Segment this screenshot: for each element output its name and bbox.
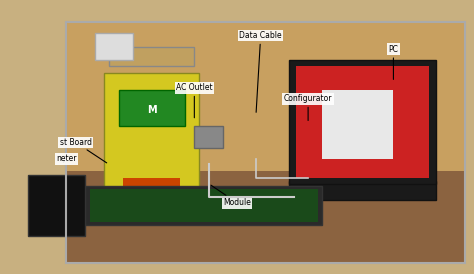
FancyBboxPatch shape xyxy=(289,60,436,184)
FancyBboxPatch shape xyxy=(194,126,223,148)
FancyBboxPatch shape xyxy=(109,47,194,66)
Text: PC: PC xyxy=(389,45,398,79)
FancyBboxPatch shape xyxy=(104,73,199,206)
FancyBboxPatch shape xyxy=(123,178,180,206)
FancyBboxPatch shape xyxy=(118,90,185,126)
Text: Data Cable: Data Cable xyxy=(239,31,282,112)
FancyBboxPatch shape xyxy=(289,181,436,200)
FancyBboxPatch shape xyxy=(66,22,465,263)
FancyBboxPatch shape xyxy=(296,66,429,178)
Text: st Board: st Board xyxy=(60,138,107,163)
FancyBboxPatch shape xyxy=(90,189,318,222)
Text: neter: neter xyxy=(56,155,77,163)
FancyBboxPatch shape xyxy=(95,33,133,60)
Text: M: M xyxy=(147,105,156,115)
FancyBboxPatch shape xyxy=(322,90,393,159)
Text: Configurator: Configurator xyxy=(284,94,332,121)
Text: AC Outlet: AC Outlet xyxy=(176,83,213,118)
FancyBboxPatch shape xyxy=(66,172,465,263)
Text: Module: Module xyxy=(211,185,251,207)
FancyBboxPatch shape xyxy=(85,186,322,225)
FancyBboxPatch shape xyxy=(28,175,85,236)
